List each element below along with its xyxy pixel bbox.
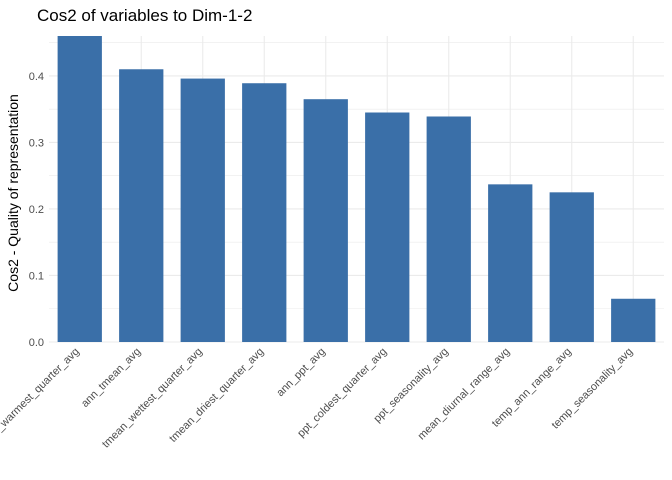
bar-temp_ann_range_avg xyxy=(549,192,594,342)
bar-mean_diurnal_range_avg xyxy=(488,184,533,342)
y-tick-label: 0.4 xyxy=(29,71,44,83)
y-axis-label: Cos2 - Quality of representation xyxy=(5,94,21,292)
chart-title: Cos2 of variables to Dim-1-2 xyxy=(37,6,252,25)
bar-tmean_wettest_quarter_avg xyxy=(180,78,225,342)
y-tick-label: 0.2 xyxy=(29,204,44,216)
bar-temp_seasonality_avg xyxy=(611,298,656,342)
bar-ppt_coldest_quarter_avg xyxy=(365,112,410,342)
bar-tmean_driest_quarter_avg xyxy=(242,83,287,342)
bar-ppt_warmest_quarter_avg xyxy=(57,36,102,342)
bar-ann_tmean_avg xyxy=(119,69,164,343)
bars xyxy=(57,36,656,343)
bar-ann_ppt_avg xyxy=(303,99,348,343)
y-tick-label: 0.0 xyxy=(29,337,44,349)
y-tick-label: 0.3 xyxy=(29,137,44,149)
bar-ppt_seasonality_avg xyxy=(426,116,471,342)
y-axis-ticks: 0.0 0.1 0.2 0.3 0.4 xyxy=(29,71,44,349)
y-tick-label: 0.1 xyxy=(29,270,44,282)
